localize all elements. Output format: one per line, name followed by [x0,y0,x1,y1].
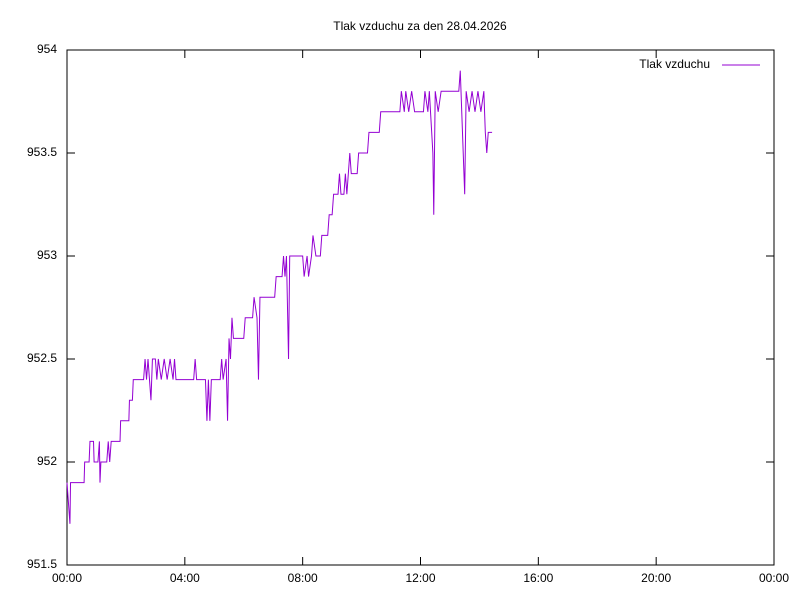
x-tick-label: 12:00 [405,571,435,585]
x-tick-label: 04:00 [170,571,200,585]
y-tick-label: 953 [37,248,57,262]
x-tick-label: 08:00 [288,571,318,585]
x-tick-label: 20:00 [641,571,671,585]
x-tick-label: 00:00 [52,571,82,585]
chart-title: Tlak vzduchu za den 28.04.2026 [333,19,507,33]
plot-border [66,49,775,566]
x-tick-label: 16:00 [523,571,553,585]
data-line [66,70,493,524]
y-tick-label: 952.5 [27,351,57,365]
y-tick-label: 953.5 [27,145,57,159]
y-tick-label: 954 [37,42,57,56]
y-tick-label: 951.5 [27,557,57,571]
legend-label: Tlak vzduchu [639,57,710,71]
y-tick-label: 952 [37,454,57,468]
x-tick-label: 00:00 [759,571,789,585]
